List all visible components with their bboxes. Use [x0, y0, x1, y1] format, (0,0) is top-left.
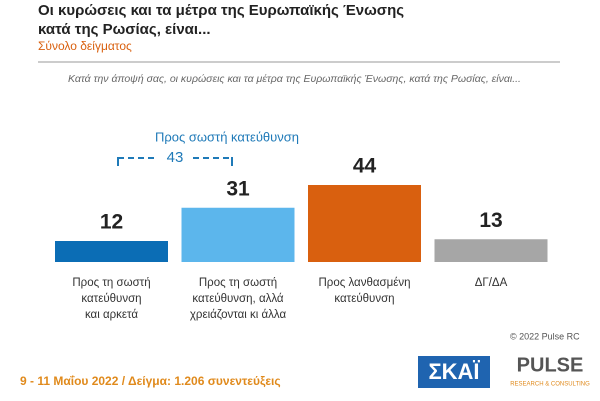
annotation-value: 43 [167, 149, 184, 166]
logo: PULSE [517, 354, 584, 376]
x-tick-label: κατεύθυνση, αλλά [192, 293, 284, 305]
copyright: © 2022 Pulse RC [510, 331, 580, 341]
chart-title: Οι κυρώσεις και τα μέτρα της Ευρωπαϊκής … [38, 2, 404, 19]
bar [181, 207, 295, 262]
logo: RESEARCH & CONSULTING [510, 382, 590, 388]
footer: 9 - 11 Μαΐου 2022 / Δείγμα: 1.206 συνεντ… [20, 374, 281, 388]
bar [55, 241, 168, 262]
subtitle: Σύνολο δείγματος [38, 39, 132, 53]
bar [308, 185, 421, 262]
x-tick-label: κατεύθυνση [81, 293, 141, 305]
x-tick-label: κατεύθυνση [334, 293, 394, 305]
x-tick-label: Προς τη σωστή [199, 277, 277, 289]
x-tick-label: και αρκετά [85, 309, 138, 321]
data-label: 12 [100, 211, 123, 234]
annotation-text: Προς σωστή κατεύθυνση [155, 129, 299, 144]
logo: ΣΚΑΪ [428, 359, 480, 384]
data-label: 44 [353, 155, 377, 178]
x-tick-label: ΔΓ/ΔΑ [475, 277, 508, 289]
question: Κατά την άποψή σας, οι κυρώσεις και τα μ… [68, 73, 521, 85]
x-tick-label: Προς τη σωστή [72, 277, 150, 289]
data-label: 31 [226, 177, 250, 200]
data-label: 13 [479, 209, 502, 232]
bar [434, 239, 548, 262]
x-tick-label: Προς λανθασμένη [319, 277, 411, 289]
logo-box [418, 356, 490, 388]
chart-title: κατά της Ρωσίας, είναι... [38, 21, 211, 38]
x-tick-label: χρειάζονται κι άλλα [190, 309, 287, 321]
